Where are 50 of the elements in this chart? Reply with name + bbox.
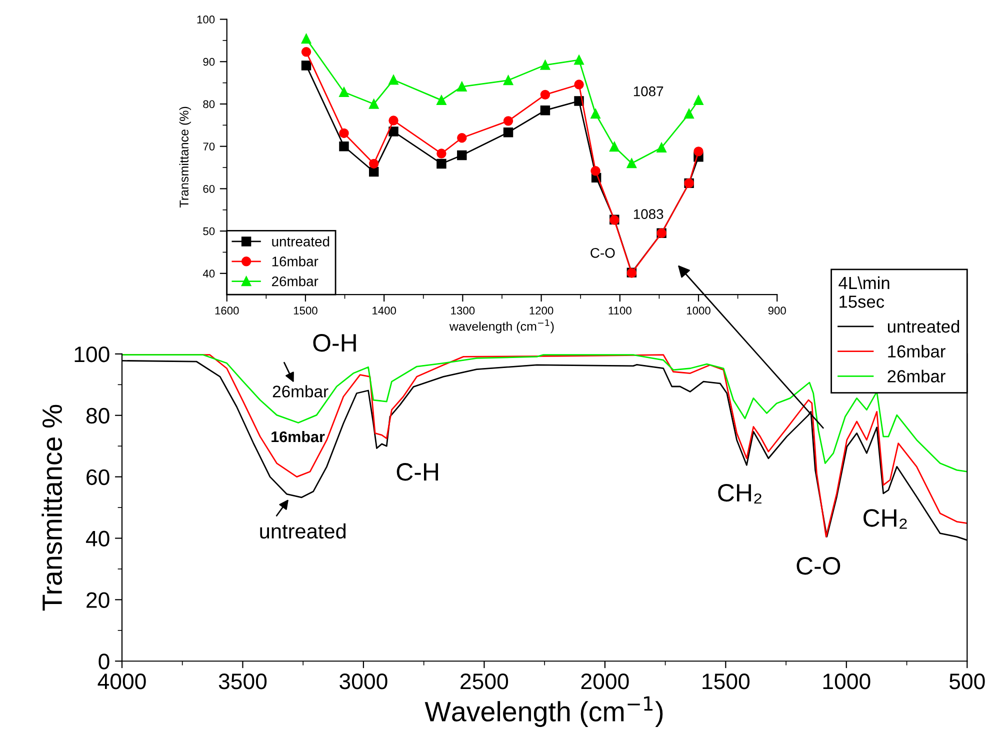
y-tick-label: 50	[203, 227, 215, 236]
annotation: 1087	[634, 86, 664, 96]
y-axis-title: Transmittance %	[42, 404, 62, 611]
y-tick-label: 100	[74, 346, 110, 362]
x-tick-label: 1500	[294, 306, 318, 315]
x-tick-label: 1500	[702, 674, 750, 690]
y-tick-label: 90	[203, 58, 215, 66]
x-tick-label: 1100	[608, 306, 632, 315]
y-axis-title: Transmittance (%)	[179, 106, 191, 208]
y-tick-label: 0	[98, 654, 110, 670]
annotation: CH₂	[718, 484, 762, 504]
x-tick-label: 3000	[340, 674, 388, 690]
y-tick-label: 80	[86, 408, 110, 424]
y-tick-label: 100	[197, 16, 215, 24]
x-tick-label: 1400	[372, 306, 396, 315]
annotation: C-O	[796, 557, 840, 575]
annotation: untreated	[260, 523, 346, 539]
y-tick-label: 60	[203, 184, 215, 193]
x-tick-label: 1600	[215, 306, 239, 315]
legend-label: 26mbar	[888, 370, 946, 382]
legend-label: 16mbar	[272, 256, 318, 266]
x-tick-label: 3500	[218, 674, 267, 690]
x-tick-label: 4000	[98, 674, 146, 690]
legend-label: untreated	[272, 236, 330, 246]
annotation: CH₂	[864, 509, 907, 529]
y-tick-label: 60	[86, 469, 110, 486]
annotation: 1083	[634, 209, 664, 220]
y-tick-label: 80	[203, 100, 215, 108]
x-axis-title: wavelength (cm$^{−1}$)	[449, 320, 554, 334]
y-tick-label: 20	[86, 592, 110, 608]
x-tick-label: 500	[949, 674, 985, 690]
legend-label: 16mbar	[888, 344, 946, 358]
x-tick-label: 1200	[530, 306, 554, 315]
annotation: C-O	[590, 248, 615, 258]
legend-label: untreated	[888, 320, 960, 333]
legend-label: 26mbar	[272, 276, 318, 286]
x-tick-label: 2000	[581, 674, 629, 690]
y-tick-label: 70	[203, 142, 215, 150]
x-tick-label: 1000	[823, 674, 870, 690]
text: O-H	[313, 334, 356, 352]
y-tick-label: 40	[86, 530, 110, 547]
y-tick-label: 40	[202, 270, 215, 278]
x-axis-title: Wavelength (cm$^{−1}$)	[424, 696, 663, 727]
x-tick-label: 1000	[686, 306, 710, 315]
annotation: 26mbar	[272, 385, 328, 398]
x-tick-label: 900	[768, 306, 786, 315]
annotation: 16mbar	[272, 430, 325, 442]
x-tick-label: 1300	[451, 306, 475, 315]
annotation: C-H	[396, 463, 438, 481]
x-tick-label: 2500	[460, 674, 508, 690]
